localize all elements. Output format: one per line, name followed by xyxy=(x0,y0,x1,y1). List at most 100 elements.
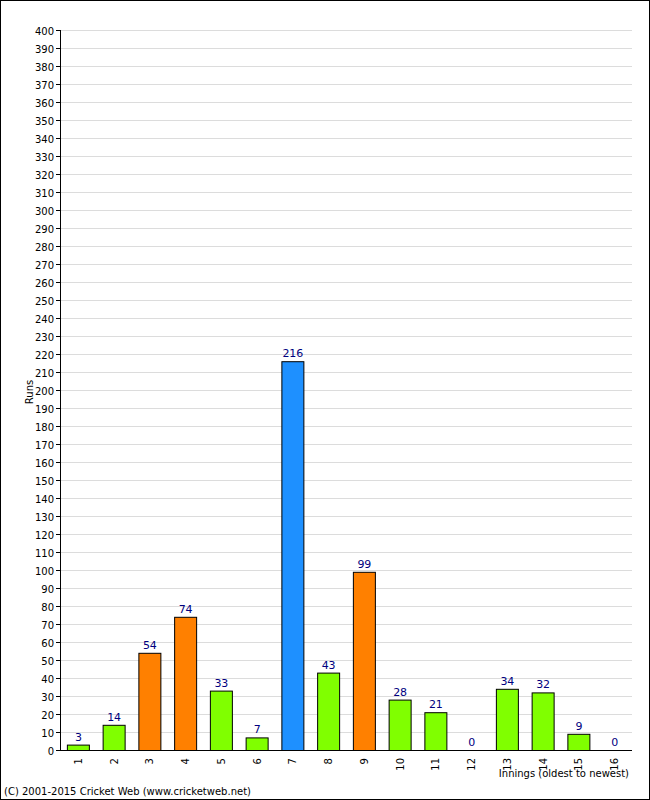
y-tick-label: 140 xyxy=(35,494,54,505)
data-label: 9 xyxy=(575,720,582,733)
y-tick-label: 100 xyxy=(35,566,54,577)
frame xyxy=(1,1,650,800)
x-tick-label: 11 xyxy=(430,758,441,771)
y-tick xyxy=(56,192,60,193)
y-tick-label: 370 xyxy=(35,80,54,91)
y-tick xyxy=(56,714,60,715)
y-tick xyxy=(56,516,60,517)
y-tick xyxy=(56,480,60,481)
grid-line xyxy=(60,534,632,535)
y-tick-label: 300 xyxy=(35,206,54,217)
data-label: 34 xyxy=(500,675,514,688)
data-label: 43 xyxy=(322,659,336,672)
data-label: 54 xyxy=(143,639,157,652)
data-label: 7 xyxy=(254,723,261,736)
y-tick-label: 270 xyxy=(35,260,54,271)
x-axis-label: Innings (oldest to newest) xyxy=(499,768,629,779)
bar xyxy=(246,738,268,750)
y-tick xyxy=(56,228,60,229)
copyright: (C) 2001-2015 Cricket Web (www.cricketwe… xyxy=(4,786,251,797)
y-tick-label: 10 xyxy=(41,728,54,739)
grid-line xyxy=(60,354,632,355)
bars xyxy=(67,362,590,750)
y-tick-label: 310 xyxy=(35,188,54,199)
y-tick xyxy=(56,552,60,553)
y-tick-label: 120 xyxy=(35,530,54,541)
grid-line xyxy=(60,138,632,139)
grid-line xyxy=(60,750,632,751)
grid-line xyxy=(60,156,632,157)
y-tick-label: 170 xyxy=(35,440,54,451)
data-label: 0 xyxy=(468,736,475,749)
x-tick-label: 7 xyxy=(287,758,298,764)
grid-line xyxy=(60,588,632,589)
y-tick-label: 80 xyxy=(41,602,54,613)
y-tick xyxy=(56,408,60,409)
bar xyxy=(67,745,89,750)
y-tick xyxy=(56,300,60,301)
y-tick-label: 110 xyxy=(35,548,54,559)
y-tick xyxy=(56,246,60,247)
y-tick xyxy=(56,696,60,697)
bar xyxy=(210,691,232,750)
grid-line xyxy=(60,426,632,427)
x-tick-label: 4 xyxy=(180,758,191,764)
y-tick xyxy=(56,642,60,643)
data-label: 216 xyxy=(282,347,303,360)
y-tick xyxy=(56,534,60,535)
data-label: 99 xyxy=(357,558,371,571)
y-tick-label: 90 xyxy=(41,584,54,595)
data-label: 3 xyxy=(75,731,82,744)
y-tick-label: 30 xyxy=(41,692,54,703)
y-tick xyxy=(56,282,60,283)
y-tick xyxy=(56,120,60,121)
y-tick-label: 290 xyxy=(35,224,54,235)
bar xyxy=(175,617,197,750)
bar xyxy=(568,734,590,750)
y-tick xyxy=(56,210,60,211)
y-tick xyxy=(56,606,60,607)
grid-line xyxy=(60,120,632,121)
data-label: 14 xyxy=(107,711,121,724)
grid-line xyxy=(60,624,632,625)
y-tick-label: 380 xyxy=(35,62,54,73)
grid-line xyxy=(60,174,632,175)
y-tick xyxy=(56,174,60,175)
grid-line xyxy=(60,498,632,499)
grid-line xyxy=(60,570,632,571)
grid-line xyxy=(60,192,632,193)
grid-line xyxy=(60,264,632,265)
data-label: 32 xyxy=(536,678,550,691)
grid-line xyxy=(60,102,632,103)
y-tick-label: 360 xyxy=(35,98,54,109)
grid-line xyxy=(60,408,632,409)
data-label: 28 xyxy=(393,686,407,699)
y-tick-label: 20 xyxy=(41,710,54,721)
y-tick-label: 320 xyxy=(35,170,54,181)
y-tick xyxy=(56,102,60,103)
data-label: 33 xyxy=(214,677,228,690)
bar xyxy=(103,725,125,750)
y-tick xyxy=(56,732,60,733)
y-tick-label: 210 xyxy=(35,368,54,379)
y-tick xyxy=(56,138,60,139)
y-tick-label: 390 xyxy=(35,44,54,55)
y-tick-label: 250 xyxy=(35,296,54,307)
bar xyxy=(353,572,375,750)
y-tick-label: 200 xyxy=(35,386,54,397)
y-tick xyxy=(56,570,60,571)
y-tick xyxy=(56,624,60,625)
grid-line xyxy=(60,30,632,31)
bar xyxy=(282,362,304,750)
y-tick-label: 150 xyxy=(35,476,54,487)
grid-line xyxy=(60,372,632,373)
y-tick xyxy=(56,678,60,679)
grid-line xyxy=(60,336,632,337)
y-tick-label: 0 xyxy=(48,746,54,757)
y-tick xyxy=(56,66,60,67)
y-tick xyxy=(56,390,60,391)
grid-line xyxy=(60,228,632,229)
grid-line xyxy=(60,48,632,49)
grid-line xyxy=(60,246,632,247)
y-tick xyxy=(56,318,60,319)
